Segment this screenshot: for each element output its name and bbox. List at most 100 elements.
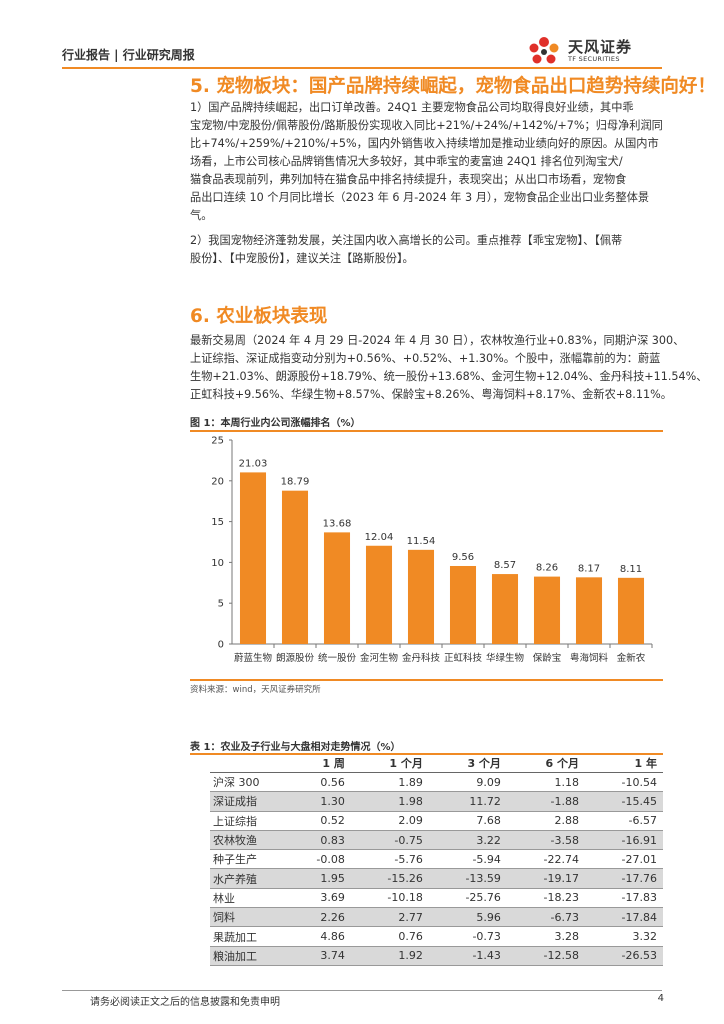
flower-logo-icon	[529, 37, 559, 64]
table-header-row: 1 周 1 个月 3 个月 6 个月 1 年	[210, 754, 663, 773]
value-cell: -10.54	[584, 772, 663, 793]
table1-title: 表 1：农业及子行业与大盘相对走势情况（%）	[190, 742, 401, 753]
text-line: 上证综指、深证成指变动分别为+0.56%、+0.52%、+1.30%。个股中，涨…	[190, 352, 661, 365]
value-cell: -6.57	[584, 811, 663, 831]
x-category-label: 金新农	[617, 652, 646, 664]
bar	[575, 577, 603, 644]
value-cell: -0.75	[350, 830, 429, 851]
text-line: 生物+21.03%、朗源股份+18.79%、统一股份+13.68%、金河生物+1…	[190, 370, 708, 383]
table-header-cell: 3 个月	[428, 754, 507, 773]
row-label-cell: 农林牧渔	[210, 830, 286, 851]
text-line: 1）国产品牌持续崛起，出口订单改善。24Q1 主要宠物食品公司均取得良好业绩，其…	[190, 101, 634, 114]
value-cell: -1.88	[506, 791, 585, 812]
value-cell: 1.89	[350, 772, 429, 793]
y-tick-label: 5	[218, 599, 224, 610]
table-row: 林业 3.69 -10.18 -25.76 -18.23 -17.83	[210, 888, 663, 909]
page-number: 4	[657, 993, 664, 1004]
value-cell: -0.08	[286, 849, 351, 870]
value-cell: 3.69	[286, 888, 351, 909]
header-divider	[62, 67, 662, 69]
value-cell: 3.28	[506, 926, 585, 947]
value-cell: -5.76	[350, 849, 429, 870]
bar-value-label: 9.56	[452, 552, 474, 563]
bar-value-label: 8.17	[578, 563, 600, 574]
y-tick-label: 10	[211, 558, 224, 569]
x-category-label: 正虹科技	[444, 652, 483, 664]
value-cell: 2.09	[350, 811, 429, 831]
bar-value-label: 11.54	[407, 536, 436, 547]
table-row: 水产养殖 1.95 -15.26 -13.59 -19.17 -17.76	[210, 868, 663, 889]
value-cell: 1.95	[286, 868, 351, 889]
table-row: 深证成指 1.30 1.98 11.72 -1.88 -15.45	[210, 791, 663, 812]
rise-ranking-bar-chart: 0 5 10 15 20 25 21.03 蔚蓝生物 18.79 朗源股份 13.68 统一股份 12.…	[211, 436, 653, 664]
bar	[281, 490, 309, 644]
row-label-cell: 深证成指	[210, 791, 286, 812]
value-cell: 3.22	[428, 830, 507, 851]
text-line: 比+74%/+259%/+210%/+5%，国内外销售收入持续增加是推动业绩向好…	[190, 137, 659, 150]
figure-top-rule	[190, 430, 663, 432]
table-header-cell: 1 个月	[350, 754, 429, 773]
bar-value-label: 12.04	[365, 532, 394, 543]
row-label-cell: 饲料	[210, 907, 286, 928]
value-cell: -17.83	[584, 888, 663, 909]
x-category-label: 金丹科技	[402, 652, 441, 664]
value-cell: -3.58	[506, 830, 585, 851]
bar-value-label: 21.03	[239, 458, 268, 469]
value-cell: -26.53	[584, 946, 663, 966]
value-cell: 3.32	[584, 926, 663, 947]
logo-name: 天风证券	[568, 38, 633, 56]
table-top-rule	[190, 753, 663, 755]
relative-trend-table: 1 周 1 个月 3 个月 6 个月 1 年 沪深 300 0.56 1.89 9.0…	[210, 754, 663, 966]
value-cell: 0.56	[286, 772, 351, 793]
value-cell: -19.17	[506, 868, 585, 889]
bar-value-label: 13.68	[323, 518, 352, 529]
text-line: 品出口连续 10 个月同比增长（2023 年 6 月-2024 年 3 月），宠…	[190, 191, 650, 204]
value-cell: -12.58	[506, 946, 585, 966]
bar-value-label: 8.57	[494, 560, 516, 571]
value-cell: 1.92	[350, 946, 429, 966]
text-line: 场看，上市公司核心品牌销售情况大多较好，其中乖宝的麦富迪 24Q1 排名位列淘宝…	[190, 155, 623, 168]
value-cell: 0.52	[286, 811, 351, 831]
section5-paragraph2: 2）我国宠物经济蓬勃发展，关注国内收入高增长的公司。重点推荐【乖宝宠物】、【佩蒂…	[190, 232, 665, 268]
figure-bottom-rule	[190, 679, 663, 681]
value-cell: 3.74	[286, 946, 351, 966]
value-cell: -15.26	[350, 868, 429, 889]
value-cell: 2.77	[350, 907, 429, 928]
value-cell: 1.18	[506, 772, 585, 793]
section5-title: 5. 宠物板块：国产品牌持续崛起，宠物食品出口趋势持续向好！	[190, 76, 716, 97]
x-category-label: 粤海饲料	[570, 652, 609, 664]
text-line: 气。	[190, 209, 213, 222]
value-cell: 11.72	[428, 791, 507, 812]
value-cell: 9.09	[428, 772, 507, 793]
x-category-label: 蔚蓝生物	[234, 652, 273, 664]
value-cell: -0.73	[428, 926, 507, 947]
page-header: 行业报告 | 行业研究周报 天风证券 TF SECURITIES	[62, 37, 662, 66]
value-cell: -10.18	[350, 888, 429, 909]
y-tick-label: 25	[211, 436, 224, 447]
table-header-cell: 1 周	[286, 754, 351, 773]
value-cell: 2.26	[286, 907, 351, 928]
value-cell: -5.94	[428, 849, 507, 870]
footer-divider	[62, 990, 662, 991]
row-label-cell: 沪深 300	[210, 772, 286, 793]
report-type-label: 行业报告 | 行业研究周报	[62, 48, 195, 62]
text-line: 宝宠物/中宠股份/佩蒂股份/路斯股份实现收入同比+21%/+24%/+142%/…	[190, 119, 663, 132]
x-category-label: 统一股份	[318, 652, 357, 664]
table-row: 沪深 300 0.56 1.89 9.09 1.18 -10.54	[210, 772, 663, 793]
bar	[365, 545, 393, 644]
value-cell: 0.83	[286, 830, 351, 851]
table-row: 上证综指 0.52 2.09 7.68 2.88 -6.57	[210, 811, 663, 831]
row-label-cell: 林业	[210, 888, 286, 909]
bar	[449, 565, 477, 644]
row-label-cell: 果蔬加工	[210, 926, 286, 947]
value-cell: 4.86	[286, 926, 351, 947]
table-row: 农林牧渔 0.83 -0.75 3.22 -3.58 -16.91	[210, 830, 663, 851]
value-cell: -6.73	[506, 907, 585, 928]
value-cell: -25.76	[428, 888, 507, 909]
tf-securities-logo: 天风证券 TF SECURITIES	[522, 34, 662, 68]
value-cell: 7.68	[428, 811, 507, 831]
row-label-cell: 粮油加工	[210, 946, 286, 966]
bar	[239, 472, 267, 644]
value-cell: 1.98	[350, 791, 429, 812]
x-category-label: 朗源股份	[276, 652, 315, 664]
